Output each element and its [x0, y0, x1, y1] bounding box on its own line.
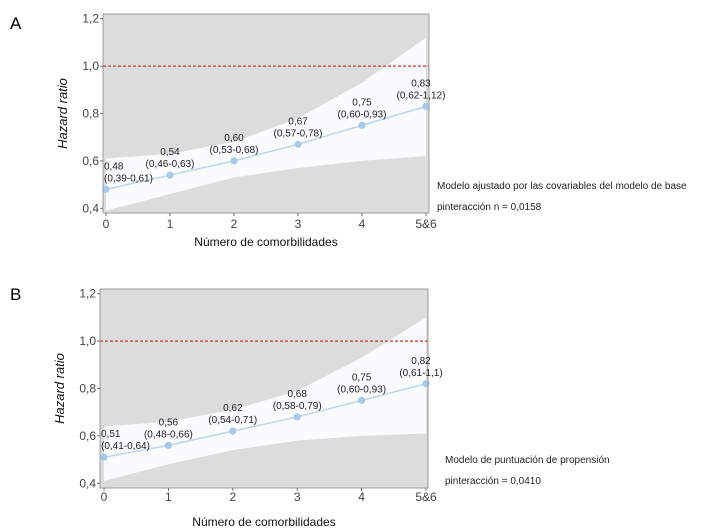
x-tick-label: 2 [231, 217, 238, 231]
y-tick-label: 1,0 [79, 334, 96, 348]
data-point [229, 427, 237, 435]
interaction-note-a: pinteracción n = 0,0158 [437, 202, 542, 213]
data-point [100, 453, 108, 461]
data-label-value: 0,54 [160, 147, 180, 158]
data-point [166, 171, 174, 179]
data-label-ci: (0,60-0,93) [338, 109, 387, 120]
y-axis-title: Hazard ratio [55, 78, 70, 149]
data-point [164, 441, 172, 449]
data-label-ci: (0,57-0,78) [274, 128, 323, 139]
data-label-value: 0,62 [223, 403, 243, 414]
x-axis-title: Número de comorbilidades [192, 515, 335, 529]
y-tick-label: 0,8 [79, 382, 96, 396]
x-tick-label: 1 [167, 217, 174, 231]
x-tick-label: 5&6 [415, 490, 437, 504]
x-tick-label: 0 [101, 490, 108, 504]
hazard-ratio-chart-b: 0,4 0,6 0,8 1,0 1,2 0 1 2 3 4 5&6 Número de comorbi… [52, 287, 443, 529]
y-tick-label: 1,2 [79, 287, 96, 301]
data-label-value: 0,82 [411, 356, 431, 367]
data-label-ci: (0,53-0,68) [210, 145, 259, 156]
x-tick-label: 3 [295, 217, 302, 231]
y-tick-label: 1,0 [82, 59, 99, 73]
x-tick-label: 4 [358, 490, 365, 504]
y-tick-label: 0,4 [79, 476, 96, 490]
interaction-note-b: pinteracción = 0,0410 [445, 476, 541, 487]
hazard-ratio-line [105, 105, 427, 191]
chart-panel-a: A 0,4 0,6 0,8 1,0 1,2 0 1 2 3 4 5&6 Número de comor… [10, 12, 687, 249]
hazard-ratio-chart-a: 0,4 0,6 0,8 1,0 1,2 0 1 2 3 4 5&6 Número de comorbi… [55, 12, 446, 249]
data-label-value: 0,48 [104, 161, 124, 172]
data-label-ci: (0,48-0,66) [144, 429, 193, 440]
x-tick-label: 2 [229, 490, 236, 504]
data-label-value: 0,60 [224, 133, 244, 144]
y-tick-label: 1,2 [82, 12, 99, 26]
data-label-ci: (0,62-1,12) [397, 90, 446, 101]
data-point [230, 157, 238, 165]
x-axis-title: Número de comorbilidades [194, 235, 337, 249]
y-tick-label: 0,8 [82, 107, 99, 121]
model-note-a: Modelo ajustado por las covariables del … [437, 181, 687, 192]
chart-panel-b: B 0,4 0,6 0,8 1,0 1,2 0 1 2 3 4 5&6 Número de comor… [0, 265, 704, 530]
data-label-value: 0,51 [101, 429, 121, 440]
data-point [293, 413, 301, 421]
data-point [422, 380, 430, 388]
x-tick-label: 0 [103, 217, 110, 231]
hazard-ratio-line [103, 383, 427, 458]
y-tick-label: 0,4 [82, 201, 99, 215]
data-label-value: 0,75 [352, 372, 372, 383]
data-label-value: 0,67 [288, 116, 308, 127]
x-tick-label: 5&6 [415, 217, 437, 231]
data-label-value: 0,83 [411, 78, 431, 89]
data-label-ci: (0,41-0,64) [101, 441, 150, 452]
panel-label-a: A [10, 14, 22, 33]
plot-area [100, 317, 428, 481]
data-label-ci: (0,61-1,1) [399, 368, 442, 379]
data-label-ci: (0,46-0,63) [146, 159, 195, 170]
data-label-value: 0,56 [159, 417, 179, 428]
model-note-b: Modelo de puntuación de propensión [445, 455, 610, 466]
data-label-ci: (0,58-0,79) [273, 401, 322, 412]
data-point [102, 185, 110, 193]
plot-area [103, 37, 429, 211]
x-tick-label: 3 [294, 490, 301, 504]
data-point [358, 396, 366, 404]
y-axis-title: Hazard ratio [52, 353, 67, 424]
data-point [294, 140, 302, 148]
x-tick-label: 4 [359, 217, 366, 231]
data-point [358, 121, 366, 129]
data-point [422, 102, 430, 110]
data-label-ci: (0,39-0,61) [104, 173, 153, 184]
confidence-band [104, 317, 426, 481]
data-label-value: 0,75 [352, 97, 372, 108]
y-tick-label: 0,6 [79, 429, 96, 443]
panel-label-b: B [10, 285, 22, 304]
x-tick-label: 1 [165, 490, 172, 504]
y-tick-label: 0,6 [82, 154, 99, 168]
data-label-ci: (0,60-0,93) [337, 384, 386, 395]
data-label-ci: (0,54-0,71) [208, 415, 257, 426]
data-label-value: 0,68 [287, 389, 307, 400]
confidence-band [106, 37, 426, 211]
